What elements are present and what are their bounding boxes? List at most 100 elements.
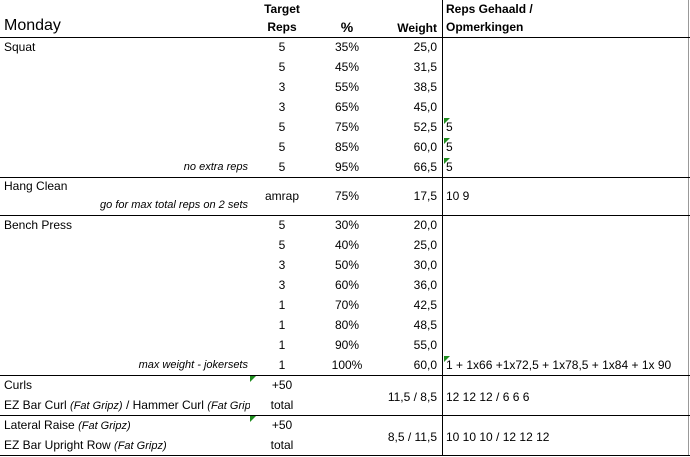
column-header: Weight (397, 21, 437, 35)
target-reps: +50 (271, 418, 293, 432)
percent: 80% (334, 318, 360, 332)
exercise-name: Squat (4, 40, 36, 54)
weight: 25,0 (413, 238, 437, 252)
exercise-part: EZ Bar Curl (4, 398, 67, 412)
column-header: Opmerkingen (446, 20, 524, 34)
comment-marker (250, 376, 256, 382)
column-divider (442, 0, 443, 456)
set-note: go for max total reps on 2 sets (100, 199, 248, 211)
target-reps: 5 (278, 238, 286, 252)
exercise-name: Curls (0, 376, 250, 394)
target-reps: amrap (264, 189, 300, 203)
weight: 45,0 (413, 100, 437, 114)
column-header: Target (264, 2, 300, 16)
weight: 60,0 (413, 358, 437, 372)
weight: 60,0 (413, 140, 437, 154)
percent: 50% (334, 258, 360, 272)
weight: 36,0 (413, 278, 437, 292)
percent: 85% (334, 140, 360, 154)
weight: 25,0 (413, 40, 437, 54)
percent: 90% (334, 338, 360, 352)
exercise-part: Lateral Raise (4, 418, 75, 432)
weight: 38,5 (413, 80, 437, 94)
sheet-edge (688, 0, 689, 456)
row-divider (0, 215, 690, 216)
weight: 17,5 (413, 189, 437, 203)
header-divider (0, 37, 690, 38)
result: 5 (446, 140, 453, 154)
comment-marker (444, 158, 450, 164)
target-reps: 3 (278, 278, 286, 292)
comment-marker (444, 356, 450, 362)
comment-marker (444, 138, 450, 144)
percent: 75% (334, 120, 360, 134)
target-reps: 5 (278, 40, 286, 54)
result: 5 (446, 160, 453, 174)
set-note: max weight - jokersets (138, 359, 248, 371)
percent: 40% (334, 238, 360, 252)
target-reps: 5 (278, 218, 286, 232)
weight: 20,0 (413, 218, 437, 232)
equipment: (Fat Gripz) (78, 420, 131, 432)
equipment: (Fat Gripz) (114, 440, 167, 452)
row-divider (0, 415, 690, 416)
result: 10 10 10 / 12 12 12 (446, 430, 550, 444)
weight: 30,0 (413, 258, 437, 272)
weight: 11,5 / 8,5 (387, 390, 437, 404)
exercise-name: Hang Clean (4, 179, 68, 193)
target-reps: total (270, 438, 294, 452)
weight: 55,0 (413, 338, 437, 352)
percent: 60% (334, 278, 360, 292)
percent: 30% (334, 218, 360, 232)
target-reps: +50 (271, 378, 293, 392)
target-reps: 1 (278, 358, 286, 372)
equipment: (Fat Gripz) (207, 400, 250, 412)
exercise-part: / Hammer Curl (125, 398, 204, 412)
weight: 42,5 (413, 298, 437, 312)
column-header: Reps Gehaald / (446, 2, 533, 16)
percent: 75% (334, 189, 360, 203)
target-reps: 3 (278, 100, 286, 114)
weight: 48,5 (413, 318, 437, 332)
exercise-part: Curls (4, 378, 33, 392)
target-reps: total (270, 398, 294, 412)
column-header: Reps (267, 20, 297, 34)
row-divider (0, 177, 690, 178)
target-reps: 5 (278, 60, 286, 74)
target-reps: 5 (278, 120, 286, 134)
row-divider (0, 455, 690, 456)
exercise-name: EZ Bar Upright Row (Fat Gripz) (0, 436, 250, 454)
target-reps: 3 (278, 80, 286, 94)
exercise-name: Bench Press (4, 218, 73, 232)
exercise-name: Lateral Raise (Fat Gripz) (0, 416, 250, 434)
exercise-part: EZ Bar Upright Row (4, 438, 111, 452)
percent: 45% (334, 60, 360, 74)
target-reps: 5 (278, 140, 286, 154)
target-reps: 1 (278, 298, 286, 312)
weight: 52,5 (413, 120, 437, 134)
equipment: (Fat Gripz) (70, 400, 123, 412)
row-divider (0, 375, 690, 376)
percent: 100% (331, 358, 363, 372)
weight: 66,5 (413, 160, 437, 174)
target-reps: 1 (278, 318, 286, 332)
sheet-title: Monday (4, 17, 61, 34)
set-note: no extra reps (183, 161, 248, 173)
result: 12 12 12 / 6 6 6 (446, 390, 530, 404)
percent: 65% (334, 100, 360, 114)
target-reps: 3 (278, 258, 286, 272)
comment-marker (444, 118, 450, 124)
result: 1 + 1x66 +1x72,5 + 1x78,5 + 1x84 + 1x 90 (446, 358, 672, 372)
weight: 8,5 / 11,5 (387, 430, 437, 444)
column-header: % (340, 19, 354, 35)
target-reps: 1 (278, 338, 286, 352)
percent: 55% (334, 80, 360, 94)
exercise-name: EZ Bar Curl (Fat Gripz) / Hammer Curl (F… (0, 396, 250, 414)
percent: 35% (334, 40, 360, 54)
percent: 95% (334, 160, 360, 174)
result: 10 9 (446, 189, 470, 203)
comment-marker (250, 416, 256, 422)
weight: 31,5 (413, 60, 437, 74)
result: 5 (446, 120, 453, 134)
